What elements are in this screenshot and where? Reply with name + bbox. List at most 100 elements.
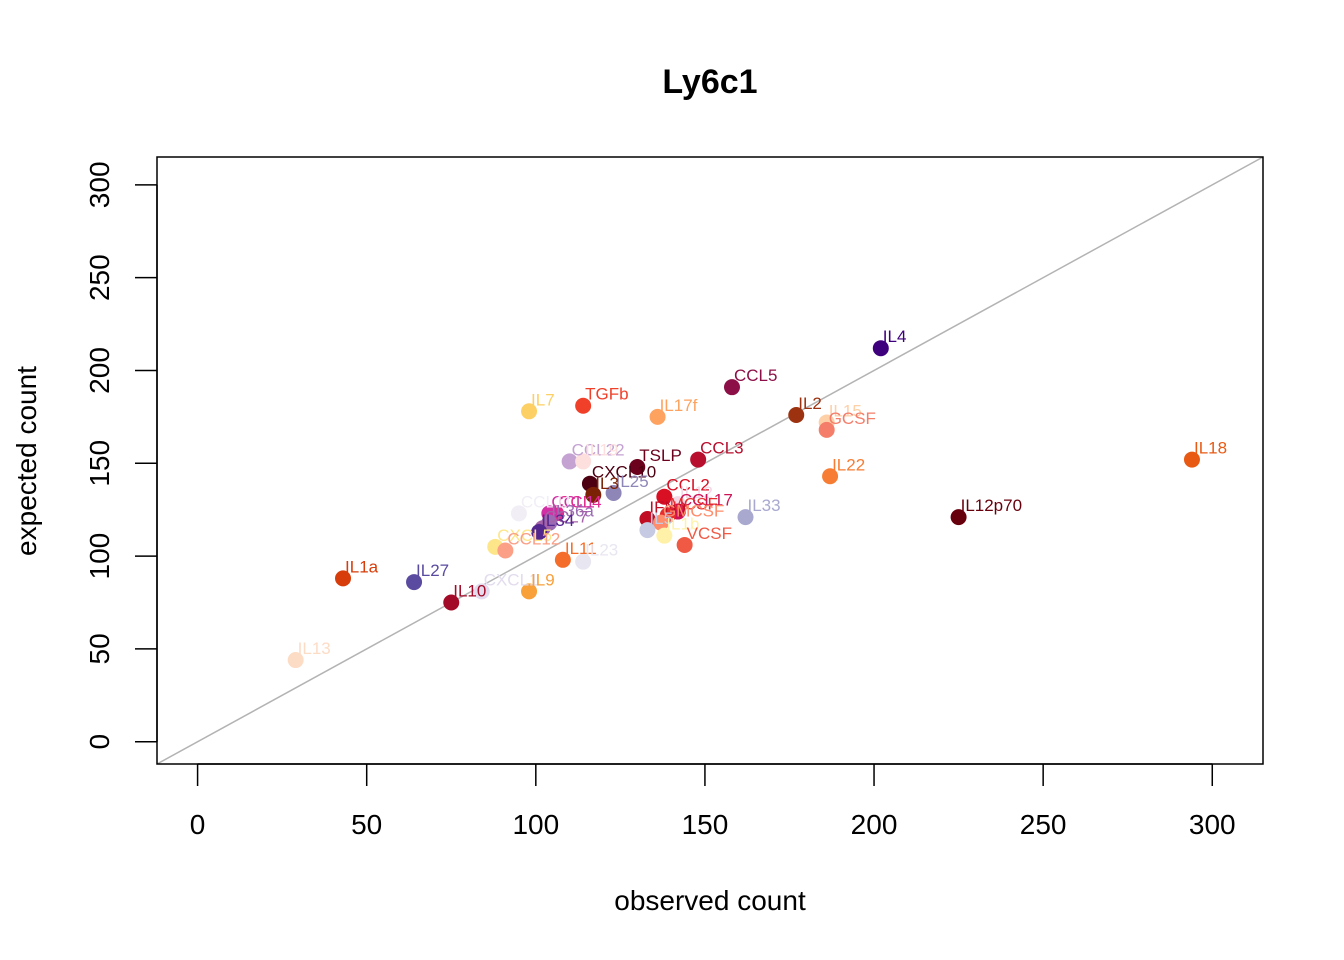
- x-tick-label: 100: [512, 809, 559, 840]
- x-tick-label: 0: [190, 809, 206, 840]
- point-label-ccl17: CCL17: [680, 491, 733, 510]
- data-point-il4: [872, 340, 889, 357]
- x-tick-label: 150: [682, 809, 729, 840]
- point-label-il34: IL34: [541, 511, 574, 530]
- point-label-il7: IL7: [531, 390, 555, 409]
- point-label-ccl4: CCL4: [558, 492, 601, 511]
- point-label-il12: IL12: [680, 483, 713, 502]
- data-point-ccl2: [656, 488, 673, 505]
- data-point-tslp: [629, 458, 646, 475]
- data-point-il11: [554, 551, 571, 568]
- point-label-il27: IL27: [416, 561, 449, 580]
- data-point-gcsf: [818, 421, 835, 438]
- y-tick-label: 150: [84, 440, 115, 487]
- data-point-ccl22: [561, 453, 578, 470]
- data-point-il34: [531, 523, 548, 540]
- y-tick-label: 50: [84, 633, 115, 664]
- data-point-il12p70: [950, 509, 967, 526]
- point-label-ccl3: CCL3: [700, 439, 743, 458]
- point-label-vcsf: VCSF: [687, 524, 732, 543]
- point-label-ccl2: CCL2: [666, 476, 709, 495]
- data-point-il23: [575, 553, 592, 570]
- point-label-il23: IL23: [585, 541, 618, 560]
- data-point-il22: [822, 468, 839, 485]
- point-label-il1b: IL1b: [666, 515, 699, 534]
- data-point-ccl5: [723, 379, 740, 396]
- y-tick-label: 250: [84, 254, 115, 301]
- point-label-il11: IL11: [565, 539, 597, 558]
- point-label-mcsf: MCSF: [670, 494, 718, 513]
- data-point-il33: [737, 509, 754, 526]
- data-point-gmcsf: [652, 514, 669, 531]
- point-label-il1a: IL1a: [345, 557, 379, 576]
- point-label-il25: IL25: [616, 472, 649, 491]
- data-point-il1b: [656, 527, 673, 544]
- x-axis-label: observed count: [614, 885, 806, 916]
- point-label-il13: IL13: [298, 639, 331, 658]
- point-label-il3: IL3: [595, 474, 619, 493]
- point-label-cxcl1: CXCL1: [484, 570, 539, 589]
- y-axis: 0 50 100 150 200 250 300: [84, 161, 158, 750]
- data-point-il1a: [335, 570, 352, 587]
- point-label-gcsf: GCSF: [829, 409, 876, 428]
- y-tick-label: 0: [84, 734, 115, 750]
- x-tick-label: 250: [1020, 809, 1067, 840]
- reference-line: [156, 156, 1264, 765]
- data-point-tgfb: [575, 397, 592, 414]
- point-label-ifng: IFNg: [649, 498, 686, 517]
- point-label-gmcsf: GMCSF: [663, 502, 724, 521]
- data-point-ccl3: [690, 451, 707, 468]
- y-tick-label: 200: [84, 347, 115, 394]
- point-label-ccl11: CCL11: [521, 492, 573, 511]
- point-label-tgfb: TGFb: [585, 385, 628, 404]
- data-point-il5: [639, 522, 656, 539]
- point-label-ccl12: CCL12: [507, 530, 560, 549]
- point-label-cxcl10: CXCL10: [592, 463, 656, 482]
- data-point-il13: [287, 652, 304, 669]
- point-label-il22: IL22: [832, 455, 865, 474]
- data-point-vcsf: [676, 536, 693, 553]
- data-point-il3: [585, 486, 602, 503]
- data-point-ccl12: [497, 542, 514, 559]
- x-tick-label: 200: [851, 809, 898, 840]
- data-point-il2: [788, 407, 805, 424]
- point-label-ccl1: CCL1: [551, 492, 594, 511]
- data-point-ccl11: [510, 505, 527, 522]
- data-point-ifng: [639, 510, 656, 527]
- x-tick-label: 50: [351, 809, 382, 840]
- point-label-il33: IL33: [748, 496, 781, 515]
- point-label-il19: IL19: [585, 440, 618, 459]
- data-points: [287, 340, 1200, 669]
- data-point-il18: [1183, 451, 1200, 468]
- y-axis-label: expected count: [11, 366, 42, 556]
- point-label-cxcl5: CXCL5: [497, 526, 552, 545]
- data-point-il9: [521, 583, 538, 600]
- point-label-il10: IL10: [453, 582, 486, 601]
- point-label-ccl22: CCL22: [572, 440, 625, 459]
- reference-line-group: [156, 156, 1264, 765]
- point-label-il2: IL2: [798, 394, 822, 413]
- point-label-il15: IL15: [829, 401, 862, 420]
- data-point-il7: [521, 403, 538, 420]
- point-label-il5: IL5: [649, 509, 673, 528]
- data-point-il10: [443, 594, 460, 611]
- data-point-il17f: [649, 408, 666, 425]
- point-label-ccl5: CCL5: [734, 366, 777, 385]
- point-label-il4: IL4: [883, 327, 907, 346]
- data-point-il27: [406, 574, 423, 591]
- point-label-il9: IL9: [531, 570, 555, 589]
- data-point-il19: [575, 453, 592, 470]
- point-label-tslp: TSLP: [639, 446, 682, 465]
- point-label-il18: IL18: [1194, 439, 1227, 458]
- data-point-il25: [605, 484, 622, 501]
- point-label-il12p70: IL12p70: [961, 496, 1022, 515]
- point-label-ccl7: CCL7: [545, 507, 588, 526]
- data-point-cxcl1: [473, 583, 490, 600]
- y-tick-label: 300: [84, 161, 115, 208]
- point-label-il36a: IL36a: [551, 502, 594, 521]
- chart-title: Ly6c1: [662, 63, 757, 101]
- y-tick-label: 100: [84, 533, 115, 580]
- point-label-il17f: IL17f: [660, 396, 698, 415]
